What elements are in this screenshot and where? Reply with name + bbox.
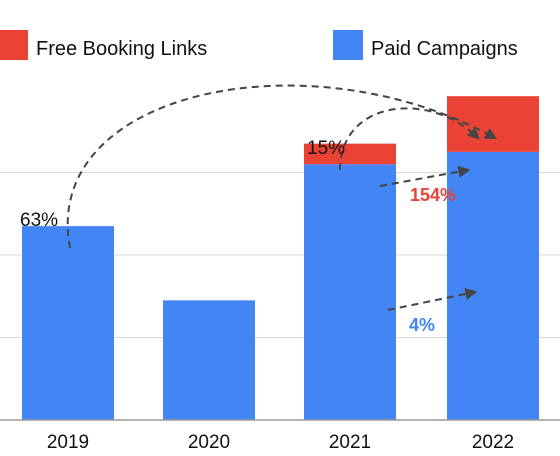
x-tick-label-2020: 2020 (188, 432, 230, 453)
legend-item-paid-campaigns: Paid Campaigns (333, 30, 518, 60)
annotation-paid-campaigns-growth: 4% (409, 315, 435, 335)
arrow-2019-to-2022 (66, 84, 498, 249)
legend-item-free-booking-links: Free Booking Links (0, 30, 207, 60)
x-tick-label-2019: 2019 (47, 432, 89, 453)
arrow-free-booking-growth (379, 165, 471, 187)
arrow-paid-campaigns-growth (387, 288, 478, 311)
arrow-2021-to-2022 (339, 107, 480, 171)
bar-2022-paid-campaigns (447, 151, 539, 420)
annotation-labels: 63% 15% 154% 4% (20, 138, 456, 335)
x-tick-labels: 2019 2020 2021 2022 (47, 432, 514, 453)
bar-2021-paid-campaigns (304, 164, 396, 420)
annotation-2021-to-2022: 15% (307, 138, 345, 159)
annotation-free-booking-growth: 154% (410, 185, 456, 205)
annotation-arrows (66, 84, 498, 311)
annotation-2019-to-2022: 63% (20, 210, 58, 231)
x-tick-label-2022: 2022 (472, 432, 514, 453)
bar-2021-free-booking-links (304, 143, 396, 165)
bars (22, 96, 539, 420)
bar-2019-paid-campaigns (22, 226, 114, 420)
x-tick-label-2021: 2021 (329, 432, 371, 453)
legend-label-free-booking-links: Free Booking Links (36, 38, 207, 60)
bar-2022-free-booking-links (447, 96, 539, 152)
legend: Free Booking Links Paid Campaigns (0, 30, 518, 60)
legend-swatch-paid-campaigns (333, 30, 363, 60)
legend-swatch-free-booking-links (0, 30, 28, 60)
bar-2020-paid-campaigns (163, 300, 255, 420)
legend-label-paid-campaigns: Paid Campaigns (371, 38, 518, 60)
